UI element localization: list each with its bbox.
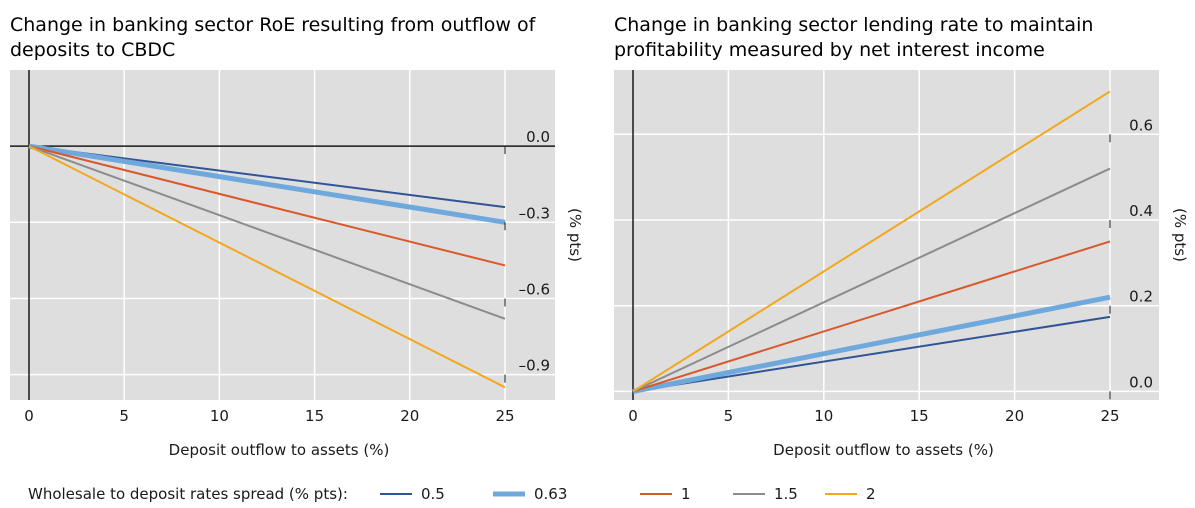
- y-tick-label: 0.4: [1129, 202, 1153, 220]
- series-line-1-5: [632, 167, 1111, 393]
- right-chart: 0.0 0.2 0.4 0.6 0 5 10 15 20 25 Deposit outflow to…: [614, 70, 1189, 459]
- x-tick-label: 5: [119, 407, 129, 425]
- series-line-1: [28, 145, 506, 267]
- x-tick-label: 20: [400, 407, 419, 425]
- plot-background: [614, 70, 1159, 400]
- series-line-0-5: [28, 145, 506, 209]
- series-line-0-5: [632, 315, 1111, 393]
- legend-label-1: 1: [681, 485, 691, 503]
- x-tick-label: 20: [1005, 407, 1024, 425]
- series-line-2: [632, 90, 1111, 393]
- series-line-0-63: [28, 143, 506, 225]
- y-tick-label: 0.0: [526, 128, 550, 146]
- y-tick-label: 0.2: [1129, 288, 1153, 306]
- x-tick-label: 0: [24, 407, 34, 425]
- series-line-0-63: [632, 294, 1111, 394]
- left-chart-title-line-1: Change in banking sector RoE resulting f…: [10, 14, 537, 36]
- plot-background: [10, 70, 555, 400]
- right-chart-title-line-2: profitability measured by net interest i…: [614, 39, 1045, 61]
- legend-label-0-63: 0.63: [534, 485, 567, 503]
- y-tick-label: –0.9: [519, 357, 550, 375]
- x-tick-label: 25: [1100, 407, 1119, 425]
- y-tick-label: –0.3: [519, 204, 550, 222]
- y-tick-label: –0.6: [519, 280, 550, 298]
- x-axis-label: Deposit outflow to assets (%): [773, 441, 994, 459]
- y-tick-label: 0.0: [1129, 373, 1153, 391]
- legend-label-1-5: 1.5: [774, 485, 798, 503]
- x-tick-label: 25: [495, 407, 514, 425]
- series-line-1: [632, 240, 1111, 393]
- x-tick-label: 0: [628, 407, 638, 425]
- series-line-2: [28, 145, 506, 389]
- legend-label-2: 2: [866, 485, 876, 503]
- series-line-1-5: [28, 145, 506, 320]
- legend-label-0-5: 0.5: [421, 485, 445, 503]
- legend: Wholesale to deposit rates spread (% pts…: [28, 485, 876, 503]
- y-axis-label: (% pts): [566, 208, 584, 262]
- left-chart-title-line-2: deposits to CBDC: [10, 39, 175, 61]
- x-tick-label: 10: [210, 407, 229, 425]
- left-chart: 0.0 –0.3 –0.6 –0.9 0 5 10 15 20 25 Deposit outflow…: [10, 70, 584, 459]
- x-tick-label: 15: [910, 407, 929, 425]
- y-axis-label: (% pts): [1171, 208, 1189, 262]
- x-tick-label: 15: [305, 407, 324, 425]
- x-tick-label: 10: [814, 407, 833, 425]
- right-chart-title-line-1: Change in banking sector lending rate to…: [614, 14, 1093, 36]
- x-tick-label: 5: [724, 407, 734, 425]
- y-tick-label: 0.6: [1129, 116, 1153, 134]
- legend-title: Wholesale to deposit rates spread (% pts…: [28, 485, 348, 503]
- x-axis-label: Deposit outflow to assets (%): [169, 441, 390, 459]
